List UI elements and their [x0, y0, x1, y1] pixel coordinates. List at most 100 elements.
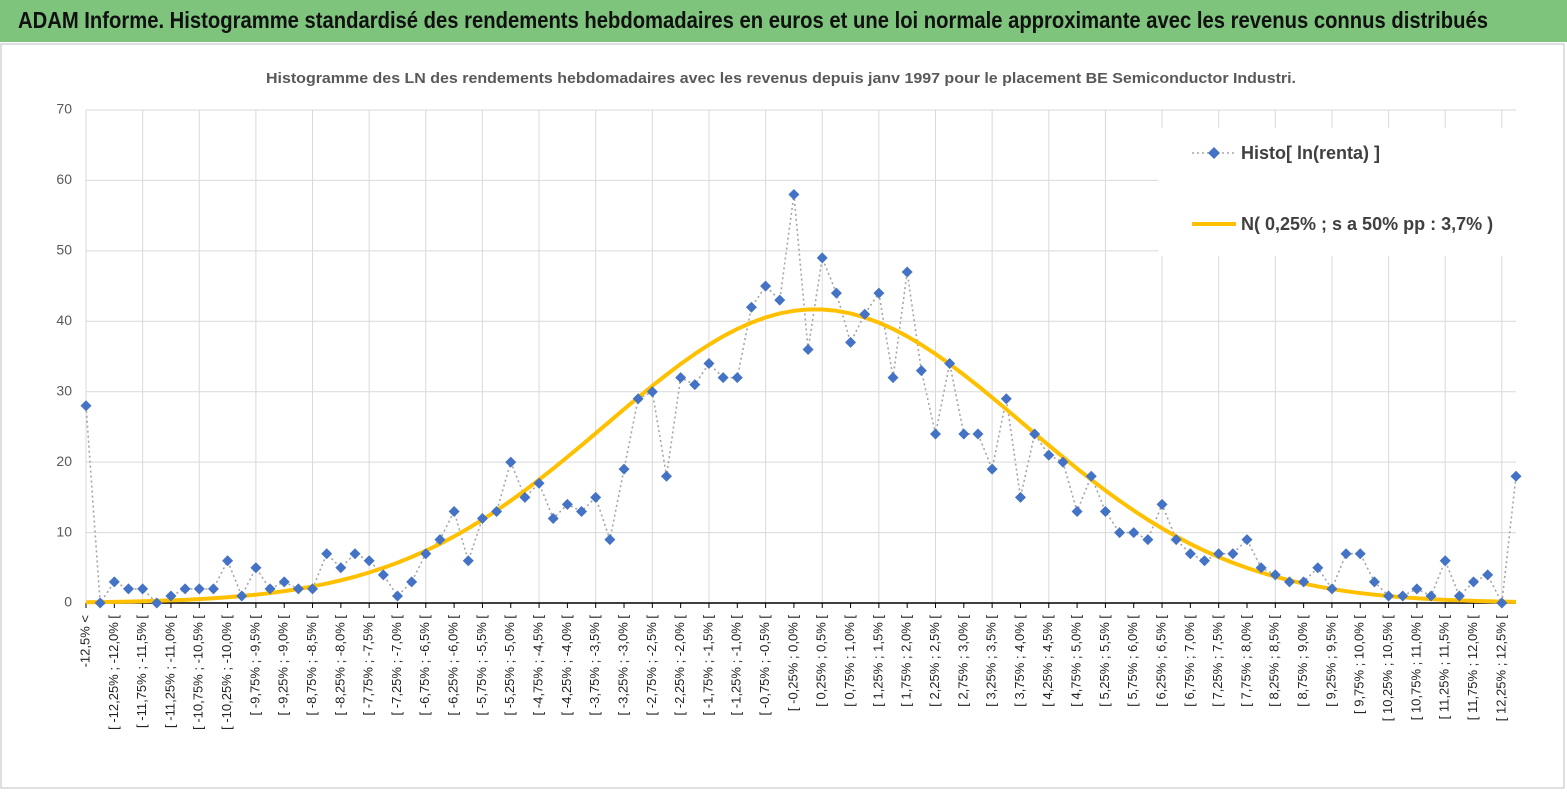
marker [788, 189, 800, 201]
x-tick-label: [ -8,75% ; -8,5% [ [304, 615, 319, 716]
x-tick-label: [ 3,75% ; 4,0% [ [1012, 615, 1027, 707]
x-tick-label: [ -10,25% ; -10,0% [ [219, 615, 234, 730]
marker [1043, 449, 1055, 461]
x-tick-label: [ 9,25% ; 9,5% [ [1323, 615, 1338, 707]
marker [462, 555, 474, 567]
marker [618, 463, 630, 475]
y-tick-label: 0 [64, 594, 72, 610]
x-tick-label: [ 7,25% ; 7,5% [ [1210, 615, 1225, 707]
marker [519, 491, 531, 503]
x-tick-label: [ 2,25% ; 2,5% [ [927, 615, 942, 707]
x-tick-label: [ 8,25% ; 8,5% [ [1267, 615, 1282, 707]
marker [816, 252, 828, 264]
x-tick-label: [ -6,25% ; -6,0% [ [446, 615, 461, 716]
marker [561, 498, 573, 510]
marker [264, 583, 276, 595]
marker [391, 590, 403, 602]
marker [491, 505, 503, 517]
marker [760, 280, 772, 292]
x-tick-label: [ 11,25% ; 11,5% [ [1437, 615, 1452, 720]
x-tick-label: [ -11,25% ; -11,0% [ [162, 615, 177, 728]
legend-symbol [1208, 147, 1220, 159]
marker [193, 583, 205, 595]
x-tick-label: [ 5,25% ; 5,5% [ [1097, 615, 1112, 707]
legend-label: N( 0,25% ; s a 50% pp : 3,7% ) [1241, 214, 1493, 234]
marker [349, 548, 361, 560]
x-tick-label: [ 7,75% ; 8,0% [ [1238, 615, 1253, 707]
x-tick-label: [ -12,25% ; -12,0% [ [106, 615, 121, 730]
x-tick-label: [ -3,25% ; -3,0% [ [615, 615, 630, 716]
marker [646, 386, 658, 398]
marker [745, 301, 757, 313]
marker [278, 576, 290, 588]
y-tick-label: 70 [56, 101, 72, 117]
marker [1199, 555, 1211, 567]
marker [1184, 548, 1196, 560]
marker [1255, 562, 1267, 574]
marker [1425, 590, 1437, 602]
legend-box [1158, 128, 1516, 256]
x-tick-label: [ 4,25% ; 4,5% [ [1040, 615, 1055, 707]
marker [207, 583, 219, 595]
marker [151, 597, 163, 609]
page-title: ADAM Informe. Histogramme standardisé de… [18, 7, 1488, 33]
x-tick-label: [ -6,75% ; -6,5% [ [417, 615, 432, 716]
marker [1510, 470, 1522, 482]
marker [236, 590, 248, 602]
marker [1227, 548, 1239, 560]
marker [406, 576, 418, 588]
marker [1085, 470, 1097, 482]
marker [1114, 527, 1126, 539]
x-tick-label: [ -7,75% ; -7,5% [ [361, 615, 376, 716]
marker [1397, 590, 1409, 602]
x-tick-label: [ 8,75% ; 9,0% [ [1295, 615, 1310, 707]
marker [292, 583, 304, 595]
marker [604, 534, 616, 546]
marker [1482, 569, 1494, 581]
marker [632, 393, 644, 405]
marker [1170, 534, 1182, 546]
marker [901, 266, 913, 278]
marker [476, 512, 488, 524]
marker [533, 477, 545, 489]
marker [774, 294, 786, 306]
x-tick-label: [ 1,25% ; 1,5% [ [870, 615, 885, 707]
x-tick-label: -12,5% < [77, 615, 92, 667]
marker [958, 428, 970, 440]
marker [576, 505, 588, 517]
series-line [85, 193, 1517, 604]
marker [94, 597, 106, 609]
marker [179, 583, 191, 595]
x-tick-label: [ -10,75% ; -10,5% [ [191, 615, 206, 730]
marker [1029, 428, 1041, 440]
y-tick-label: 10 [56, 523, 72, 539]
marker [1099, 505, 1111, 517]
marker [802, 343, 814, 355]
marker [1354, 548, 1366, 560]
x-tick-label: [ 5,75% ; 6,0% [ [1125, 615, 1140, 707]
marker [250, 562, 262, 574]
marker [731, 372, 743, 384]
x-tick-label: [ 6,75% ; 7,0% [ [1182, 615, 1197, 707]
marker [1368, 576, 1380, 588]
marker [1383, 590, 1395, 602]
x-tick-label: [ -0,25% ; 0,0% [ [785, 615, 800, 711]
marker [660, 470, 672, 482]
y-tick-label: 40 [56, 312, 72, 328]
x-tick-label: [ 4,75% ; 5,0% [ [1069, 615, 1084, 707]
x-tick-label: [ 3,25% ; 3,5% [ [984, 615, 999, 707]
marker [1071, 505, 1083, 517]
marker [845, 336, 857, 348]
marker [830, 287, 842, 299]
marker [1142, 534, 1154, 546]
x-tick-label: [ -3,75% ; -3,5% [ [587, 615, 602, 716]
x-tick-label: [ -8,25% ; -8,0% [ [332, 615, 347, 716]
x-tick-label: [ -9,25% ; -9,0% [ [276, 615, 291, 716]
marker [590, 491, 602, 503]
marker [972, 428, 984, 440]
chart-title: Histogramme des LN des rendements hebdom… [266, 71, 1296, 87]
marker [689, 379, 701, 391]
marker [1156, 498, 1168, 510]
x-tick-label: [ -4,75% ; -4,5% [ [531, 615, 546, 716]
